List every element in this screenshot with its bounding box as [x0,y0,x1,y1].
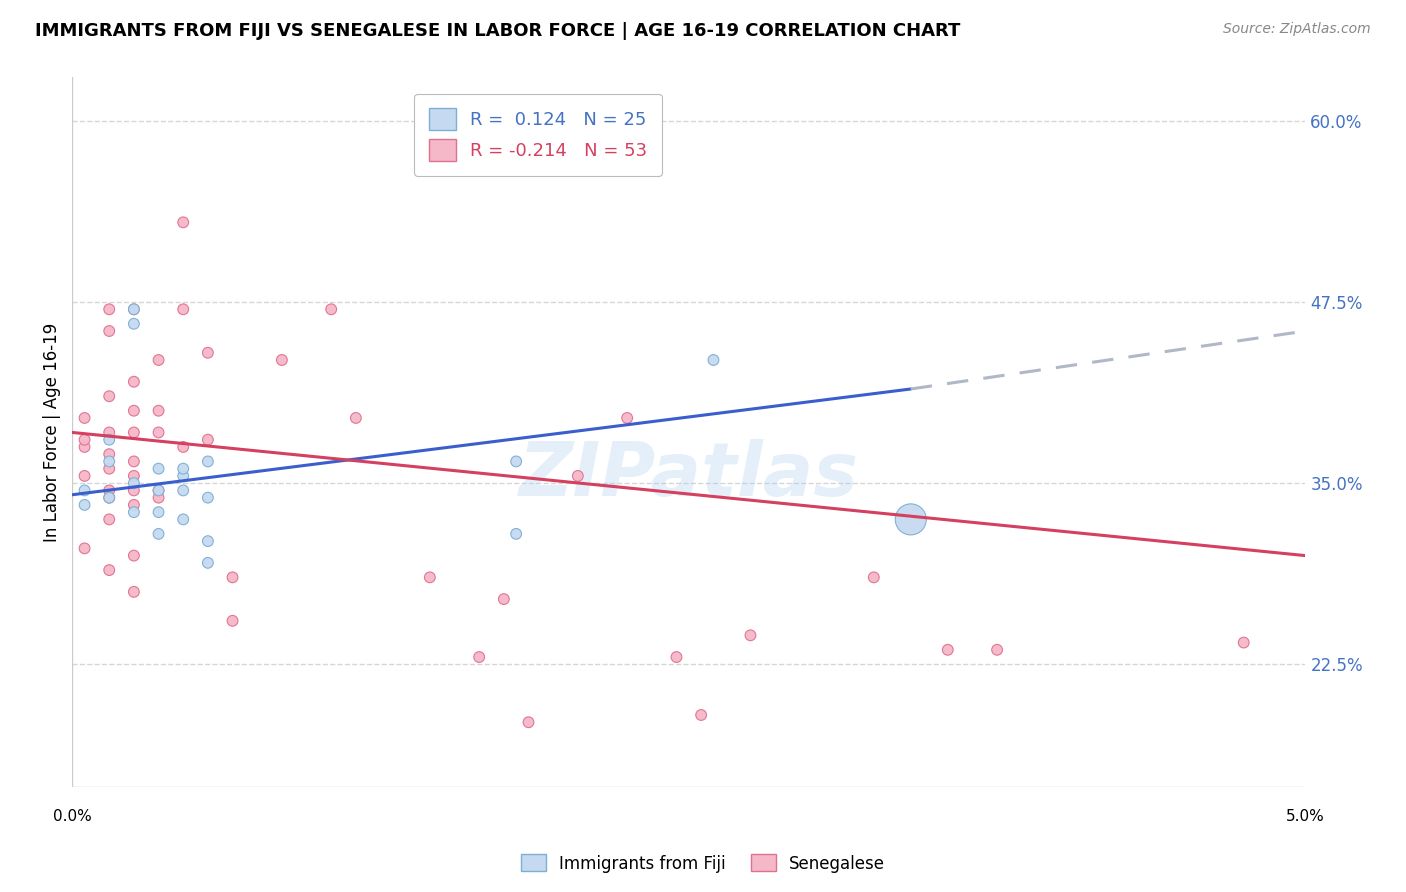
Point [122,454,145,468]
Point [122,317,145,331]
Point [98,512,121,526]
Point [221,570,243,584]
Legend: R =  0.124   N = 25, R = -0.214   N = 53: R = 0.124 N = 25, R = -0.214 N = 53 [415,94,662,176]
Point [862,570,884,584]
Point [122,425,145,440]
Point [221,614,243,628]
Point [122,505,145,519]
Point [321,302,343,317]
Point [122,302,145,317]
Point [197,556,219,570]
Point [148,425,170,440]
Point [73,440,96,454]
Point [690,708,713,723]
Point [172,461,194,475]
Point [98,324,121,338]
Point [702,353,724,368]
Point [148,353,170,368]
Point [122,483,145,498]
Point [122,302,145,317]
Point [419,570,441,584]
Point [936,642,959,657]
Point [505,454,527,468]
Point [567,469,589,483]
Point [172,512,194,526]
Point [148,483,170,498]
Text: 0.0%: 0.0% [53,809,91,824]
Point [172,469,194,483]
Point [148,483,170,498]
Point [197,454,219,468]
Point [344,411,367,425]
Point [148,403,170,417]
Point [73,483,96,498]
Point [986,642,1008,657]
Point [98,491,121,505]
Point [197,433,219,447]
Point [98,425,121,440]
Point [73,541,96,556]
Point [148,461,170,475]
Point [98,433,121,447]
Point [517,715,540,730]
Point [98,302,121,317]
Point [505,527,527,541]
Point [73,411,96,425]
Point [122,584,145,599]
Y-axis label: In Labor Force | Age 16-19: In Labor Force | Age 16-19 [44,323,60,542]
Point [122,469,145,483]
Point [270,353,292,368]
Point [98,461,121,475]
Point [468,650,491,665]
Point [98,389,121,403]
Text: ZIPatlas: ZIPatlas [519,439,859,511]
Point [122,549,145,563]
Point [148,505,170,519]
Point [98,483,121,498]
Point [98,454,121,468]
Point [900,512,922,526]
Point [616,411,638,425]
Point [148,491,170,505]
Point [98,447,121,461]
Point [73,469,96,483]
Point [172,483,194,498]
Point [197,345,219,359]
Point [122,476,145,491]
Point [740,628,762,642]
Point [172,440,194,454]
Point [98,491,121,505]
Point [73,433,96,447]
Point [98,563,121,577]
Point [197,534,219,549]
Point [122,403,145,417]
Text: 5.0%: 5.0% [1286,809,1324,824]
Point [122,498,145,512]
Legend: Immigrants from Fiji, Senegalese: Immigrants from Fiji, Senegalese [515,847,891,880]
Point [665,650,688,665]
Point [197,491,219,505]
Text: Source: ZipAtlas.com: Source: ZipAtlas.com [1223,22,1371,37]
Point [122,375,145,389]
Point [148,527,170,541]
Text: IMMIGRANTS FROM FIJI VS SENEGALESE IN LABOR FORCE | AGE 16-19 CORRELATION CHART: IMMIGRANTS FROM FIJI VS SENEGALESE IN LA… [35,22,960,40]
Point [73,498,96,512]
Point [172,302,194,317]
Point [492,592,515,607]
Point [172,215,194,229]
Point [1233,635,1256,649]
